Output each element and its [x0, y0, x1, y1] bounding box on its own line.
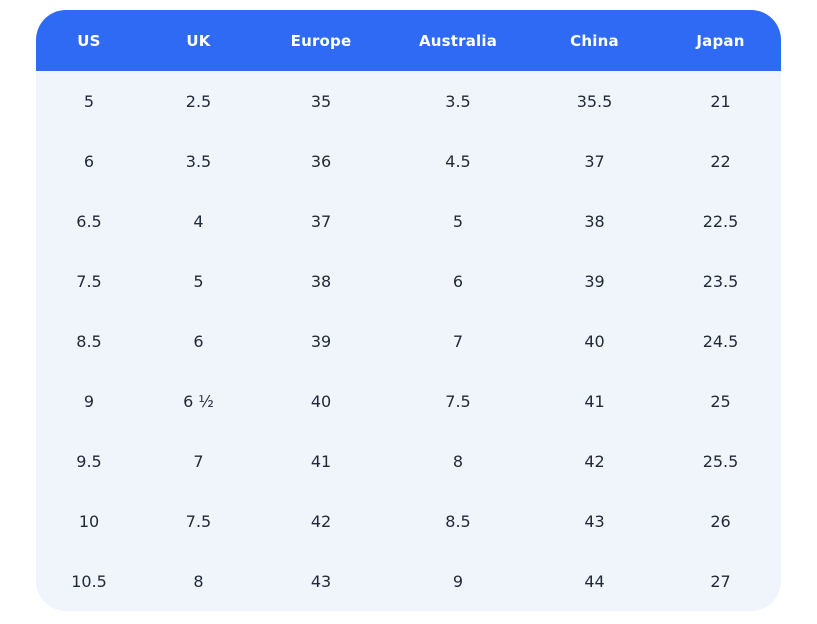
table-cell: 6	[452, 271, 464, 291]
table-cell: 9	[83, 391, 95, 411]
table-cell: 40	[584, 331, 605, 351]
table-cell: 7.5	[185, 511, 212, 531]
table-cell: 6 ½	[183, 391, 214, 411]
column-header-china: China	[570, 31, 619, 50]
table-cell: 40	[310, 391, 332, 411]
table-cell: 38	[310, 271, 332, 291]
table-cell: 7.5	[445, 391, 471, 411]
table-cell: 35.5	[576, 91, 613, 111]
table-cell: 43	[584, 511, 605, 531]
table-cell: 10	[78, 511, 100, 531]
table-cell: 5	[452, 211, 464, 231]
table-cell: 26	[710, 511, 731, 531]
column-header-us: US	[77, 31, 101, 50]
table-header-row: US UK Europe Australia China Japan	[36, 10, 781, 71]
shoe-size-table: US UK Europe Australia China Japan 5 2.5 3…	[36, 10, 781, 611]
table-cell: 4	[193, 211, 204, 231]
table-cell: 6	[83, 151, 95, 171]
table-row: 9.5 7 41 8 42 25.5	[36, 431, 781, 491]
table-row: 7.5 5 38 6 39 23.5	[36, 251, 781, 311]
column-header-europe: Europe	[290, 31, 352, 50]
table-cell: 3.5	[445, 91, 471, 111]
table-cell: 8.5	[445, 511, 471, 531]
table-cell: 3.5	[185, 151, 212, 171]
table-cell: 37	[584, 151, 605, 171]
table-row: 6.5 4 37 5 38 22.5	[36, 191, 781, 251]
table-cell: 35	[310, 91, 332, 111]
table-row: 8.5 6 39 7 40 24.5	[36, 311, 781, 371]
table-cell: 10.5	[71, 571, 107, 591]
table-cell: 23.5	[702, 271, 739, 291]
table-row: 6 3.5 36 4.5 37 22	[36, 131, 781, 191]
table-cell: 24.5	[702, 331, 739, 351]
table-row: 10 7.5 42 8.5 43 26	[36, 491, 781, 551]
table-cell: 6.5	[76, 211, 102, 231]
table-cell: 36	[310, 151, 332, 171]
table-cell: 39	[584, 271, 605, 291]
table-row: 5 2.5 35 3.5 35.5 21	[36, 71, 781, 131]
column-header-australia: Australia	[418, 31, 498, 50]
table-cell: 43	[310, 571, 332, 591]
table-cell: 22	[710, 151, 731, 171]
table-cell: 8	[193, 571, 204, 591]
table-cell: 7.5	[76, 271, 102, 291]
table-cell: 7	[193, 451, 204, 471]
table-cell: 38	[584, 211, 605, 231]
table-cell: 44	[584, 571, 605, 591]
table-row: 9 6 ½ 40 7.5 41 25	[36, 371, 781, 431]
table-cell: 2.5	[185, 91, 212, 111]
table-row: 10.5 8 43 9 44 27	[36, 551, 781, 611]
table-cell: 41	[584, 391, 605, 411]
table-cell: 8.5	[76, 331, 102, 351]
table-cell: 9.5	[76, 451, 102, 471]
table-cell: 5	[83, 91, 95, 111]
table-cell: 42	[584, 451, 605, 471]
table-cell: 21	[710, 91, 731, 111]
table-cell: 4.5	[445, 151, 471, 171]
column-header-uk: UK	[186, 31, 211, 50]
table-body: 5 2.5 35 3.5 35.5 21 6 3.5 36 4.5 37 22 6.5 4 37 5 38 22.…	[36, 71, 781, 611]
table-cell: 42	[310, 511, 332, 531]
table-cell: 25	[710, 391, 731, 411]
table-cell: 25.5	[702, 451, 739, 471]
table-cell: 27	[710, 571, 731, 591]
table-cell: 22.5	[702, 211, 739, 231]
table-cell: 9	[452, 571, 464, 591]
table-cell: 8	[452, 451, 464, 471]
column-header-japan: Japan	[696, 31, 745, 50]
table-cell: 7	[452, 331, 464, 351]
table-cell: 5	[193, 271, 204, 291]
table-cell: 41	[310, 451, 332, 471]
table-cell: 6	[193, 331, 204, 351]
table-cell: 37	[310, 211, 332, 231]
table-cell: 39	[310, 331, 332, 351]
